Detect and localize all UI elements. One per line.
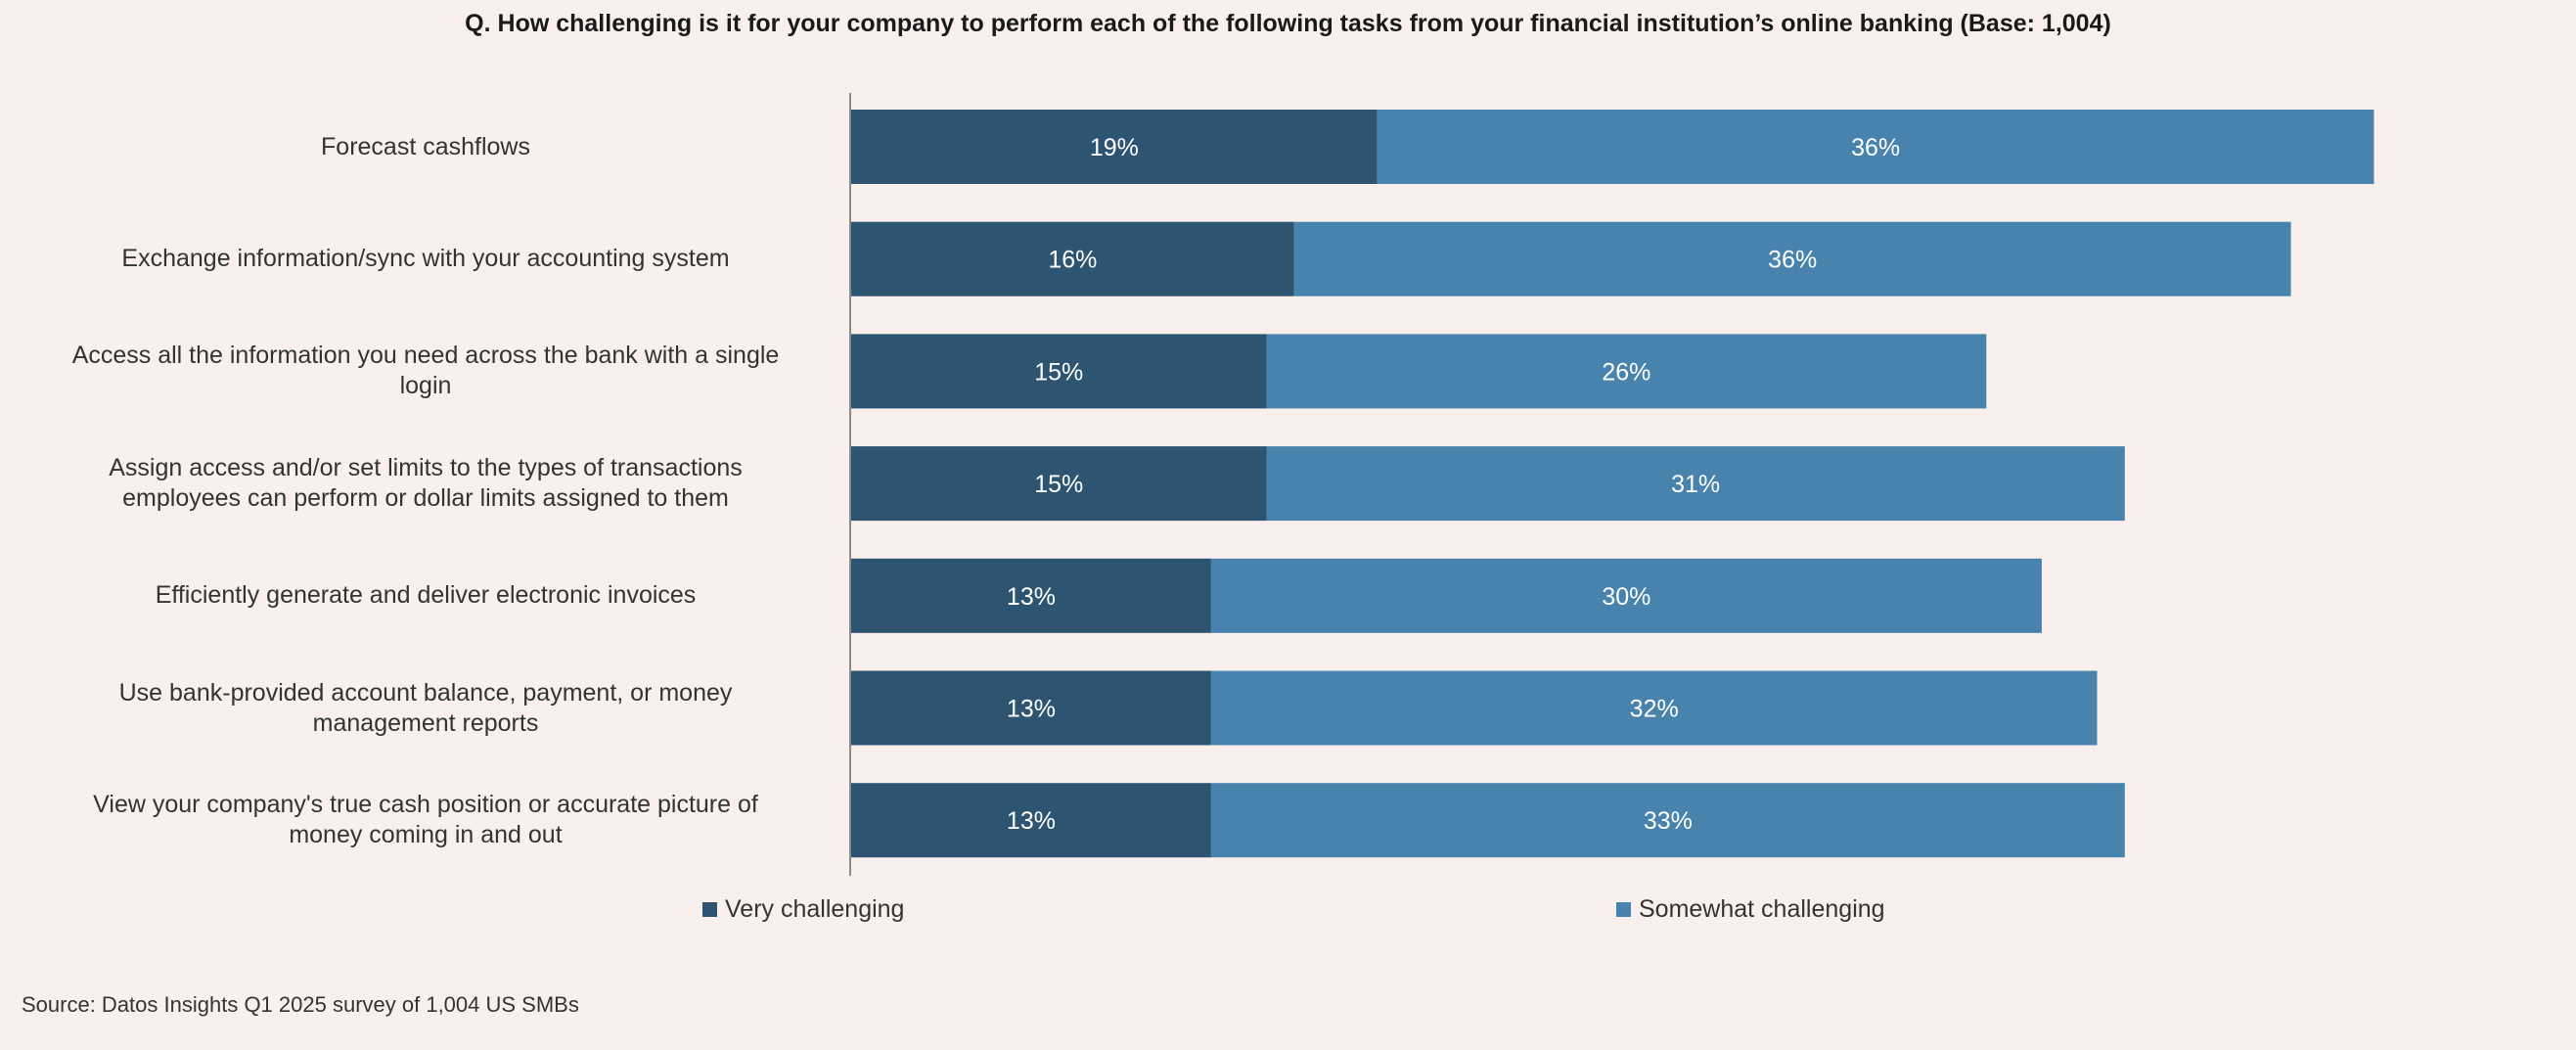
bars-layer: 19% 36% 16% 36% 15% 26% 15% 31% 13% 30% 13% 32% 13% 3… bbox=[851, 110, 2374, 858]
data-label-somewhat-5: 30% bbox=[1602, 583, 1650, 611]
data-label-very-7: 13% bbox=[1007, 807, 1056, 835]
category-label-line: money coming in and out bbox=[289, 821, 563, 849]
category-label-line: Forecast cashflows bbox=[321, 132, 530, 160]
category-label-3: Access all the information you need acro… bbox=[20, 341, 832, 401]
category-label-2: Exchange information/sync with your acco… bbox=[20, 244, 832, 274]
bar-somewhat-challenging-3 bbox=[1266, 334, 1987, 409]
data-label-very-3: 15% bbox=[1034, 358, 1083, 386]
legend-swatch-very-challenging bbox=[702, 902, 717, 917]
legend-somewhat-challenging: Somewhat challenging bbox=[1616, 895, 1885, 924]
legend-label-very-challenging: Very challenging bbox=[725, 895, 905, 923]
category-label-7: View your company's true cash position o… bbox=[20, 790, 832, 850]
bar-very-challenging-7 bbox=[851, 783, 1211, 858]
data-label-somewhat-3: 26% bbox=[1602, 358, 1650, 386]
data-label-somewhat-6: 32% bbox=[1630, 696, 1679, 723]
bar-very-challenging-5 bbox=[851, 558, 1211, 633]
category-label-line: Efficiently generate and deliver electro… bbox=[155, 581, 697, 610]
data-label-very-2: 16% bbox=[1048, 247, 1097, 274]
bar-very-challenging-6 bbox=[851, 670, 1211, 746]
bar-somewhat-challenging-6 bbox=[1210, 670, 2098, 746]
data-label-very-4: 15% bbox=[1034, 471, 1083, 498]
category-label-line: Exchange information/sync with your acco… bbox=[121, 245, 730, 273]
bar-somewhat-challenging-5 bbox=[1210, 558, 2042, 633]
bar-somewhat-challenging-4 bbox=[1266, 446, 2125, 522]
category-label-line: Use bank-provided account balance, payme… bbox=[118, 678, 733, 707]
bar-very-challenging-2 bbox=[851, 221, 1294, 297]
legend-label-somewhat-challenging: Somewhat challenging bbox=[1639, 895, 1885, 923]
data-label-somewhat-2: 36% bbox=[1768, 247, 1817, 274]
bar-somewhat-challenging-7 bbox=[1210, 783, 2125, 858]
source-note: Source: Datos Insights Q1 2025 survey of… bbox=[22, 992, 579, 1017]
chart-title: Q. How challenging is it for your compan… bbox=[465, 10, 2111, 37]
bar-very-challenging-4 bbox=[851, 446, 1267, 522]
category-label-5: Efficiently generate and deliver electro… bbox=[20, 580, 832, 611]
category-label-line: Assign access and/or set limits to the t… bbox=[109, 454, 743, 482]
data-label-somewhat-7: 33% bbox=[1644, 807, 1693, 835]
bar-very-challenging-3 bbox=[851, 334, 1267, 409]
legend-very-challenging: Very challenging bbox=[702, 895, 904, 924]
category-label-line: employees can perform or dollar limits a… bbox=[122, 484, 729, 513]
data-label-somewhat-1: 36% bbox=[1851, 134, 1900, 161]
category-label-4: Assign access and/or set limits to the t… bbox=[20, 453, 832, 514]
legend-swatch-somewhat-challenging bbox=[1616, 902, 1631, 917]
bar-somewhat-challenging-2 bbox=[1293, 221, 2291, 297]
data-label-very-5: 13% bbox=[1007, 583, 1056, 611]
category-label-line: View your company's true cash position o… bbox=[93, 791, 758, 819]
bar-somewhat-challenging-1 bbox=[1377, 110, 2374, 184]
category-label-line: management reports bbox=[312, 708, 539, 737]
data-label-very-6: 13% bbox=[1007, 696, 1056, 723]
category-label-line: login bbox=[399, 372, 452, 400]
data-label-somewhat-4: 31% bbox=[1671, 471, 1720, 498]
bar-very-challenging-1 bbox=[851, 110, 1378, 184]
category-label-line: Access all the information you need acro… bbox=[71, 342, 780, 370]
data-label-very-1: 19% bbox=[1090, 134, 1139, 161]
category-label-1: Forecast cashflows bbox=[20, 132, 832, 162]
category-label-6: Use bank-provided account balance, payme… bbox=[20, 678, 832, 739]
